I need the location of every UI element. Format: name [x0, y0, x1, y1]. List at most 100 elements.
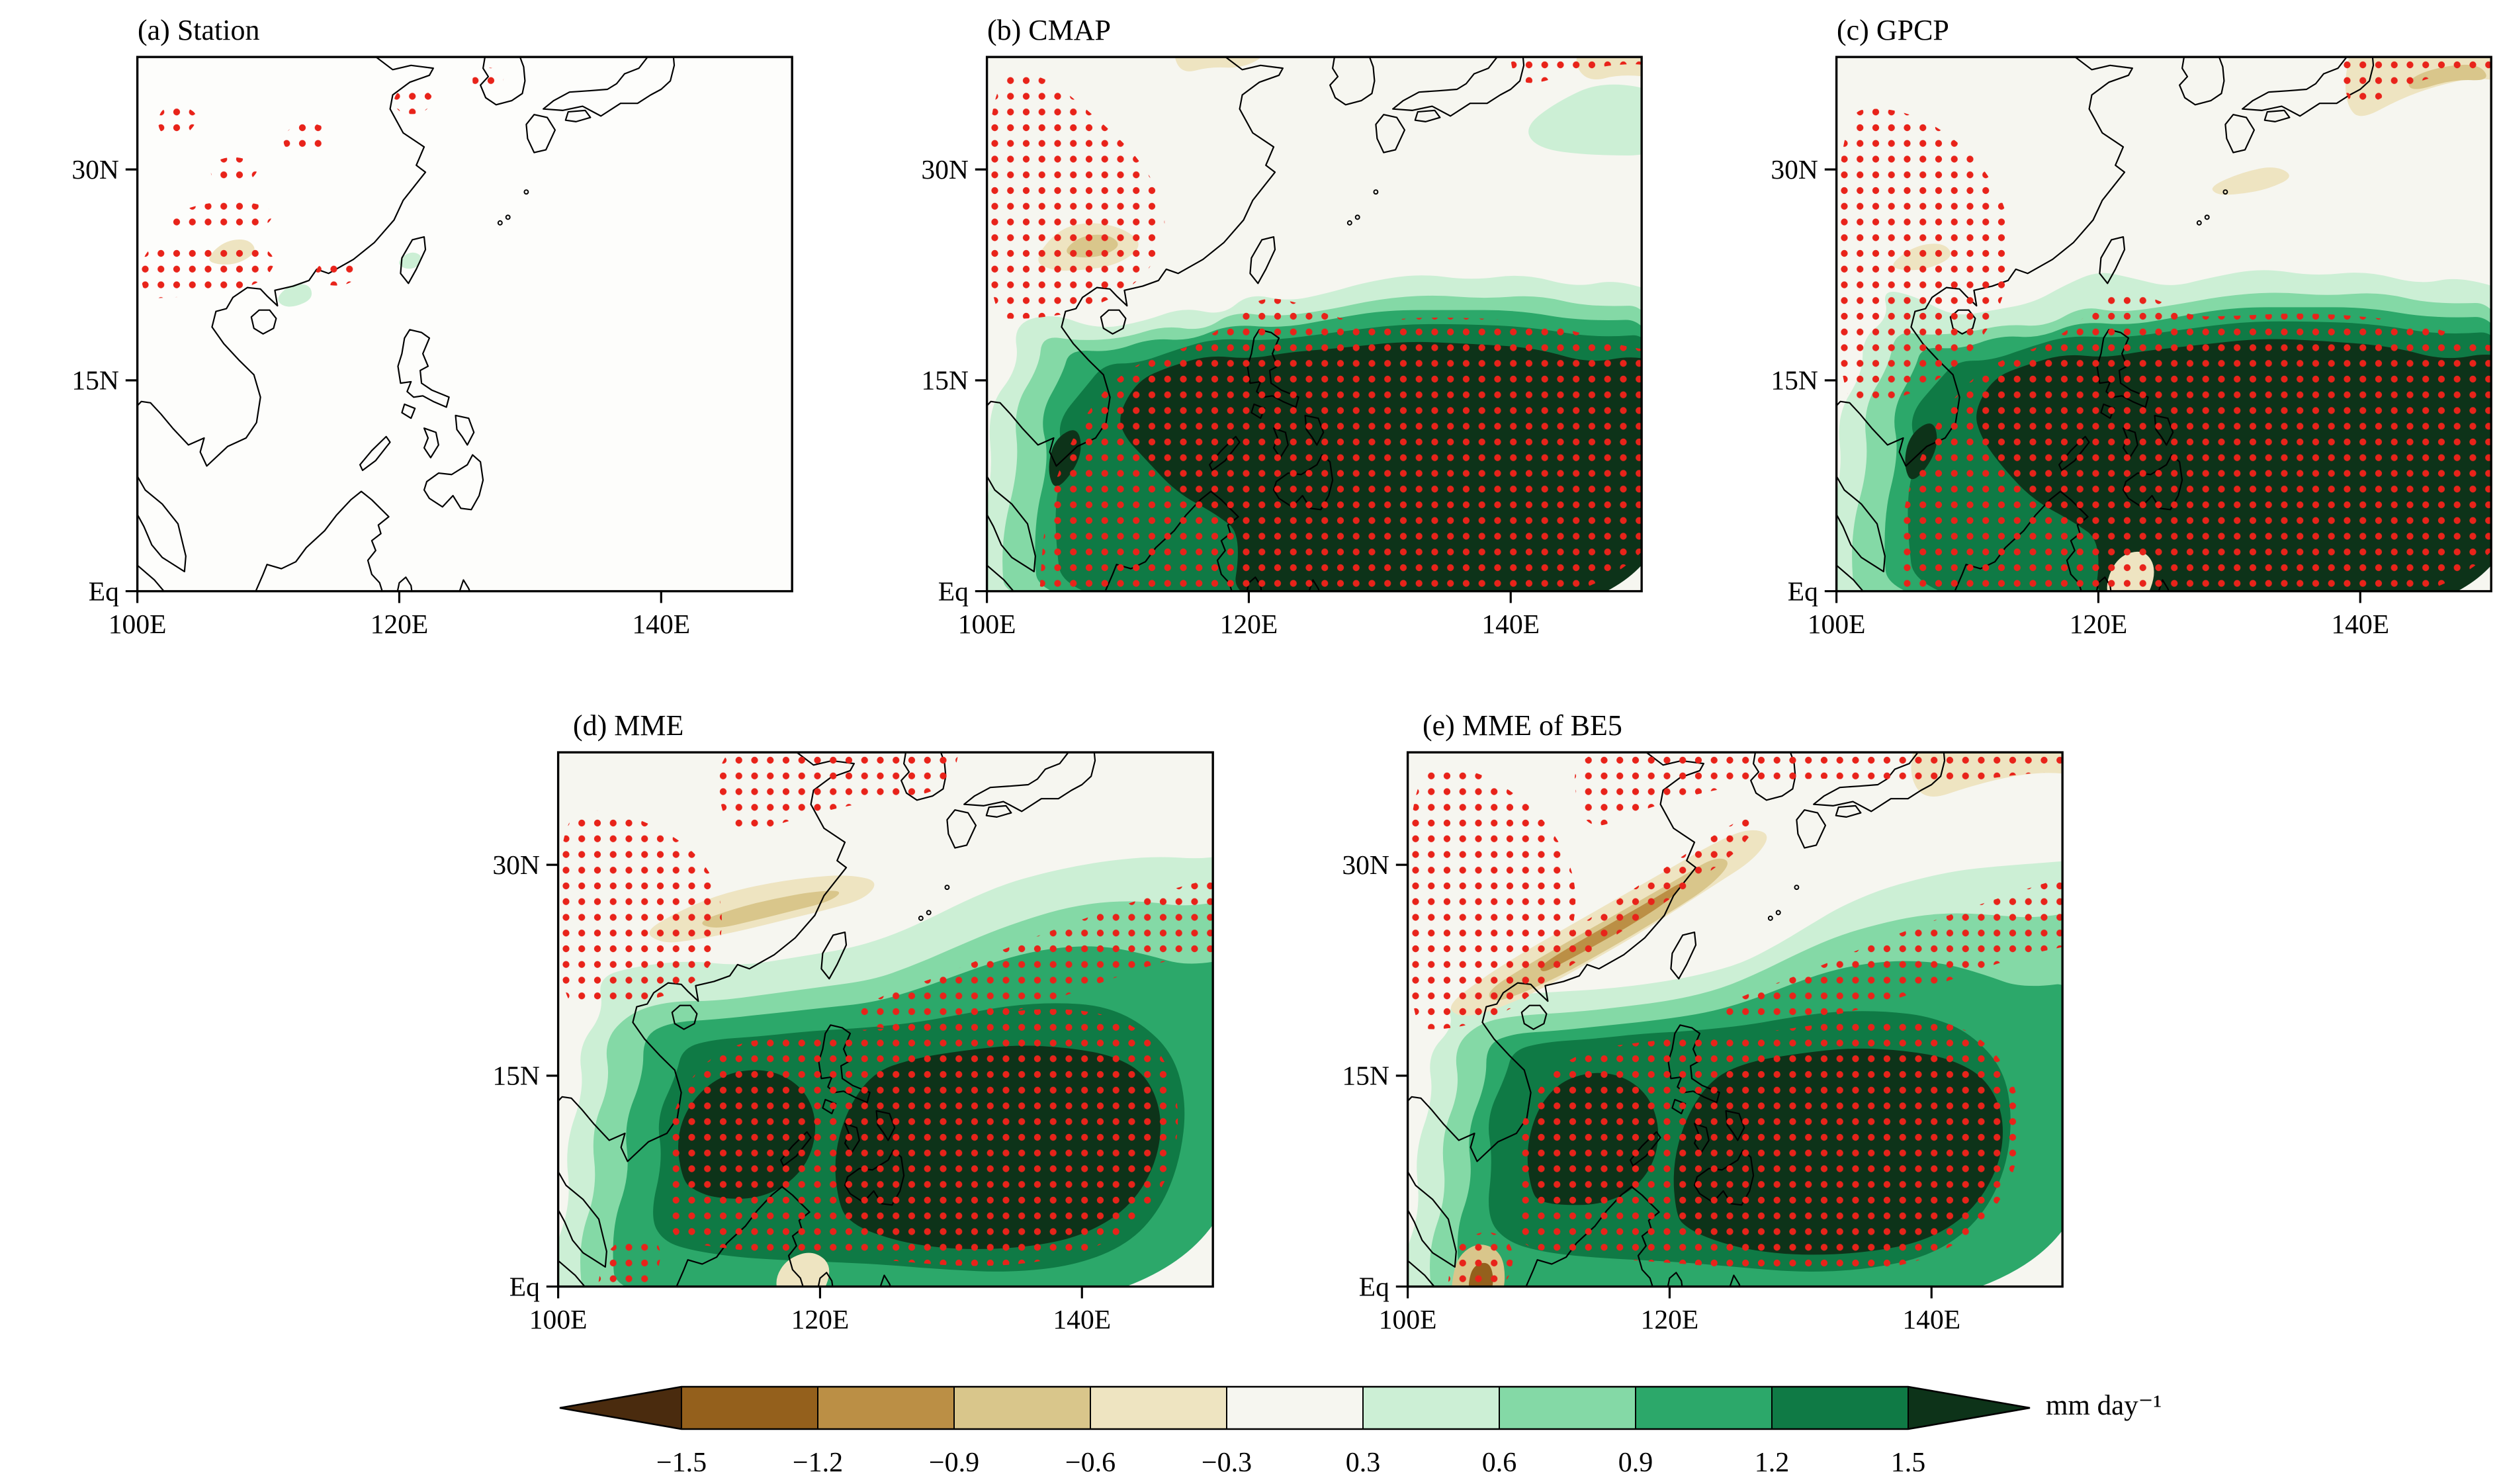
island-coastline [497, 220, 503, 226]
island-coastline [1775, 910, 1781, 916]
significance-stipple-region [316, 261, 360, 286]
colorbar-tick-label: −0.3 [1202, 1448, 1252, 1478]
colorbar-right-arrow [1908, 1387, 2030, 1429]
island-coastline [1794, 885, 1800, 891]
significance-stipple-region [664, 1009, 1178, 1266]
anomaly-shading-region [702, 891, 840, 928]
y-tick-label: Eq [509, 1271, 540, 1301]
coastline [946, 809, 977, 849]
significance-stipple-region [210, 157, 258, 185]
colorbar-tick-label: −0.6 [1065, 1448, 1116, 1478]
y-tick-label: 30N [1771, 154, 1818, 185]
y-tick-label: 15N [921, 365, 969, 396]
coastline [1836, 474, 1886, 572]
coastline [400, 236, 427, 284]
significance-stipple-region [141, 241, 274, 298]
significance-stipple-region [1448, 1232, 1513, 1287]
island-coastline [926, 910, 932, 916]
coastline [1729, 1274, 1741, 1287]
panel-title-a: (a) Station [138, 14, 260, 46]
colorbar-tick-label: −0.9 [929, 1448, 979, 1478]
island-coastline [523, 189, 529, 195]
significance-stipple-region [1460, 815, 1757, 1019]
significance-stipple-region [2342, 57, 2492, 106]
coastline [1375, 114, 1406, 153]
significance-stipple-region [859, 879, 1213, 1029]
anomaly-shading-region [278, 284, 312, 307]
island-coastline [1354, 214, 1360, 220]
colorbar-tick-label: 0.3 [1346, 1448, 1381, 1478]
coastline [2263, 109, 2291, 122]
map-frame [1835, 56, 2492, 593]
x-tick-label: 140E [1902, 1304, 1960, 1334]
coastline [1670, 931, 1697, 980]
colorbar-unit-label: mm day⁻¹ [2046, 1390, 2162, 1421]
significance-stipple-region [1836, 109, 2011, 404]
colorbar-segment [1772, 1387, 1908, 1429]
significance-stipple-region [1896, 292, 2492, 591]
coastline [987, 57, 1284, 467]
x-tick-label: 100E [958, 609, 1016, 639]
coastline [820, 931, 848, 980]
panel-title-b: (b) CMAP [987, 14, 1112, 46]
y-tick-label: Eq [89, 576, 119, 606]
x-tick-label: 120E [371, 609, 429, 639]
colorbar-segment [818, 1387, 954, 1429]
island-coastline [1767, 915, 1773, 921]
y-tick-label: 15N [71, 365, 119, 396]
panel-title-c: (c) GPCP [1837, 14, 1949, 46]
y-tick-label: Eq [938, 576, 969, 606]
significance-stipple-region [597, 1235, 660, 1287]
x-tick-label: 120E [791, 1304, 850, 1334]
coastline [525, 114, 556, 153]
coastline [543, 57, 676, 117]
colorbar-segment [1363, 1387, 1499, 1429]
island-coastline [918, 915, 924, 921]
coastline [255, 490, 390, 591]
significance-stipple-region [283, 123, 330, 155]
coastline [2099, 236, 2126, 284]
x-tick-label: 100E [109, 609, 167, 639]
coastline [985, 805, 1012, 818]
map-panel-mme: 100E 120E 140E 30N 15N Eq [492, 751, 1214, 1334]
y-tick-label: Eq [1359, 1271, 1389, 1301]
coastline [1329, 57, 1376, 106]
coastline [817, 1272, 834, 1287]
island-coastline [2204, 214, 2210, 220]
colorbar-segment [1499, 1387, 1636, 1429]
map-panel-mme-be5: 100E 120E 140E 30N 15N Eq [1342, 751, 2064, 1334]
significance-stipple-region [987, 73, 1165, 319]
colorbar-tick-label: 1.5 [1891, 1448, 1926, 1478]
y-tick-label: 30N [492, 850, 540, 880]
map-frame [556, 751, 1214, 1288]
coastline [359, 435, 391, 472]
x-tick-label: 100E [1379, 1304, 1437, 1334]
x-tick-label: 100E [1808, 609, 1866, 639]
map-panel-station: 100E 120E 140E 30N 15N Eq [71, 56, 793, 639]
significance-stipple-region [1574, 752, 2063, 826]
coastline [137, 57, 434, 467]
coastline [564, 109, 592, 122]
coastline [401, 403, 416, 419]
significance-stipple-region [1039, 298, 1642, 591]
x-tick-label: 120E [2070, 609, 2128, 639]
map-panel-gpcp: 100E 120E 140E 30N 15N Eq [1771, 56, 2492, 639]
panel-title-d: (d) MME [573, 709, 684, 742]
island-coastline [2196, 220, 2202, 226]
colorbar-segment [681, 1387, 818, 1429]
significance-stipple-region [158, 106, 197, 137]
coastline [671, 1004, 698, 1030]
coastline [455, 414, 475, 446]
coastline [1100, 309, 1127, 335]
x-tick-label: 140E [1053, 1304, 1111, 1334]
significance-stipple-region [719, 752, 958, 834]
panel-title-e: (e) MME of BE5 [1423, 709, 1622, 742]
island-coastline [1373, 189, 1379, 195]
y-tick-label: 15N [492, 1061, 540, 1091]
y-tick-label: 30N [1342, 850, 1389, 880]
x-tick-label: 140E [632, 609, 690, 639]
y-tick-label: 30N [921, 154, 969, 185]
y-tick-label: 30N [71, 154, 119, 185]
map-panel-cmap: 100E 120E 140E 30N 15N Eq [921, 56, 1643, 639]
